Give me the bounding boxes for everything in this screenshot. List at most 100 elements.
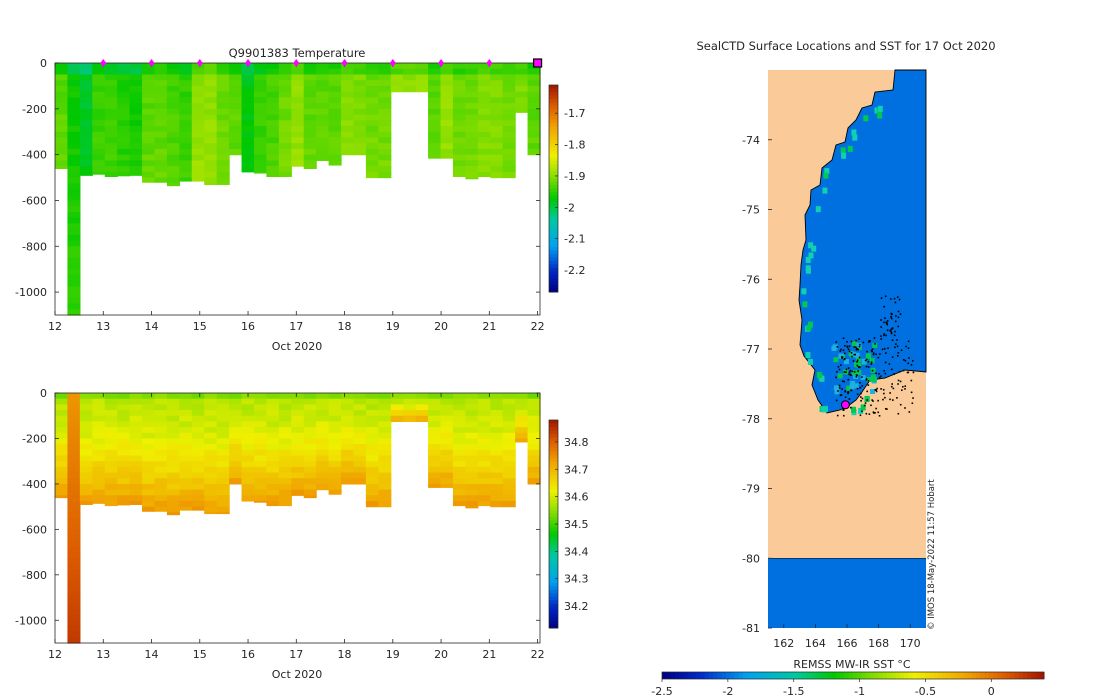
section-cell <box>341 120 355 127</box>
section-cell <box>229 404 243 411</box>
section-cell <box>204 449 218 457</box>
section-cell <box>216 91 230 98</box>
section-cell <box>129 68 143 76</box>
sst-cell <box>802 301 808 308</box>
section-cell <box>179 489 193 496</box>
section-cell <box>490 489 504 496</box>
section-cell <box>303 421 317 428</box>
section-cell <box>166 166 180 173</box>
colorbar-swatch <box>549 544 558 549</box>
section-cell <box>166 103 180 110</box>
section-cell <box>502 466 516 474</box>
section-cell <box>92 85 106 93</box>
section-cell <box>303 63 317 70</box>
section-cell <box>216 114 230 121</box>
colorbar-swatch <box>549 527 558 532</box>
section-cell <box>378 68 392 76</box>
section-cell <box>117 500 131 506</box>
section-cell <box>191 393 205 400</box>
section-cell <box>452 398 466 405</box>
colorbar-swatch <box>549 147 558 152</box>
section-cell <box>67 206 81 213</box>
section-cell <box>253 91 268 98</box>
ctd-location <box>870 349 873 352</box>
sst-cell <box>811 245 817 252</box>
section-cell <box>216 472 230 479</box>
section-cell <box>365 85 379 93</box>
section-cell <box>303 97 317 104</box>
section-cell <box>465 444 479 451</box>
section-cell <box>79 114 93 121</box>
section-cell <box>154 472 168 479</box>
section-cell <box>291 97 305 104</box>
section-cell <box>142 500 156 508</box>
section-cell <box>191 171 205 179</box>
section-cell <box>55 63 69 70</box>
section-cell <box>117 483 131 491</box>
ctd-location <box>864 359 867 362</box>
section-cell <box>328 160 342 166</box>
section-cell <box>241 80 255 87</box>
section-cell <box>204 455 218 462</box>
colorbar-swatch <box>549 160 558 165</box>
section-cell <box>515 432 529 440</box>
section-cell <box>55 137 69 144</box>
colorbar-swatch <box>549 485 558 490</box>
section-cell <box>341 466 355 474</box>
section-cell <box>278 461 292 468</box>
section-cell <box>328 478 342 485</box>
section-cell <box>365 398 379 405</box>
section-cell <box>365 148 379 156</box>
temperature-cells <box>55 63 541 316</box>
section-cell <box>477 108 491 116</box>
section-cell <box>303 438 317 445</box>
sst-cell <box>856 369 862 375</box>
section-cell <box>477 143 491 150</box>
ctd-location <box>837 390 839 392</box>
section-cell <box>465 438 479 445</box>
sst-cell <box>840 147 846 154</box>
section-cell <box>328 421 342 428</box>
colorbar-swatch <box>549 423 558 428</box>
colorbar-swatch <box>806 672 812 679</box>
section-cell <box>378 483 392 491</box>
section-cell <box>67 415 81 423</box>
colorbar-swatch <box>763 672 769 679</box>
ctd-location <box>840 364 842 366</box>
section-cell <box>465 80 479 87</box>
section-cell <box>291 148 305 156</box>
section-cell <box>490 421 504 428</box>
section-cell <box>365 166 379 173</box>
section-cell <box>328 154 342 161</box>
section-cell <box>452 404 466 411</box>
section-cell <box>241 68 255 76</box>
section-cell <box>104 91 118 98</box>
section-cell <box>55 80 69 87</box>
colorbar-swatch <box>721 672 727 679</box>
section-cell <box>191 148 205 156</box>
section-cell <box>154 421 168 428</box>
section-cell <box>129 103 143 110</box>
section-cell <box>154 97 168 104</box>
section-cell <box>390 410 404 417</box>
section-cell <box>428 120 442 127</box>
colorbar-swatch <box>865 672 871 679</box>
section-cell <box>253 80 268 87</box>
section-cell <box>490 120 504 127</box>
section-cell <box>527 466 541 474</box>
section-cell <box>166 108 180 116</box>
section-cell <box>452 472 466 479</box>
section-cell <box>365 404 379 411</box>
section-cell <box>291 410 305 417</box>
ctd-location <box>860 399 862 402</box>
section-cell <box>191 166 205 173</box>
ctd-location <box>853 346 856 348</box>
section-cell <box>154 80 168 87</box>
section-cell <box>365 466 379 474</box>
section-cell <box>452 415 466 423</box>
section-cell <box>328 97 342 104</box>
section-cell <box>378 120 392 127</box>
profile-marker <box>245 59 252 67</box>
ctd-location <box>885 352 887 354</box>
section-cell <box>316 398 330 405</box>
